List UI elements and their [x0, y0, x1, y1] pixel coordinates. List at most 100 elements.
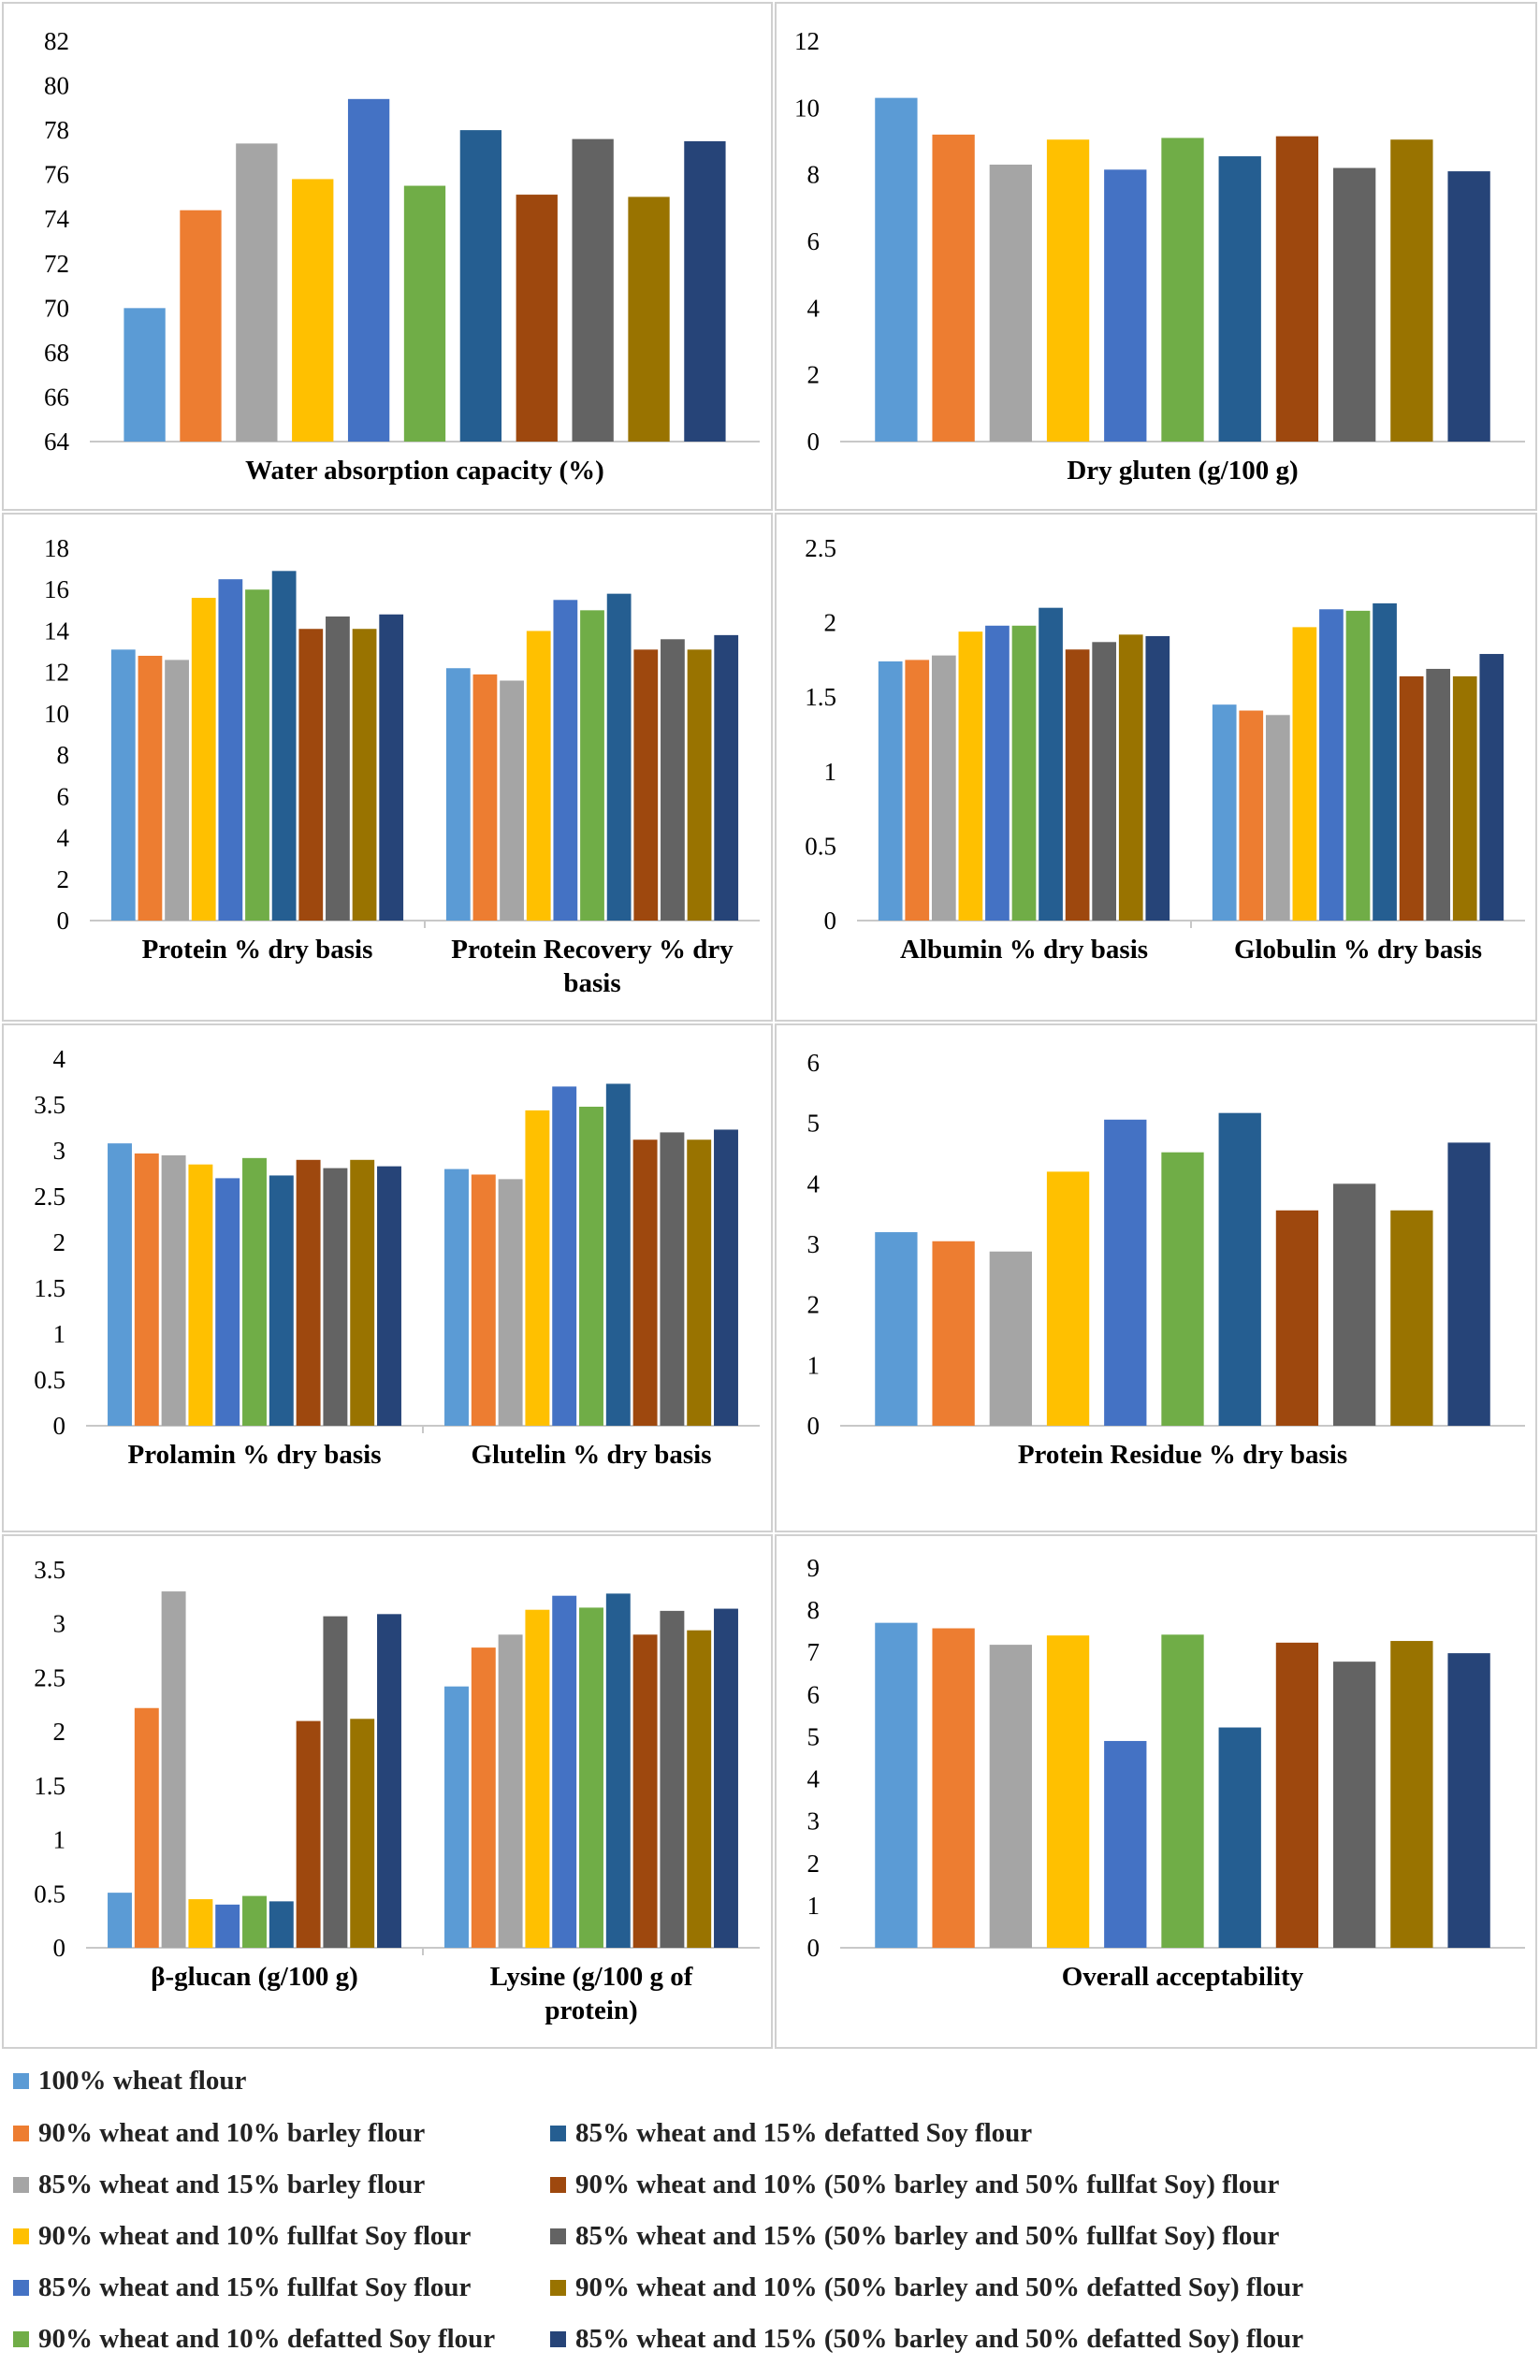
bar	[932, 1628, 975, 1948]
bar	[606, 593, 632, 921]
bar	[579, 1106, 603, 1426]
bar	[471, 1174, 496, 1426]
y-tick-label: 78	[44, 116, 69, 144]
bar	[1011, 625, 1037, 921]
category-label: Overall acceptability	[1062, 1962, 1304, 1992]
y-tick-label: 2	[807, 361, 821, 389]
bar	[269, 1901, 294, 1948]
y-tick-label: 2.5	[805, 534, 836, 562]
panel-glucan-lysine: 0 0.5 1 1.5 2 2.5 3 3.5 β-glucan (g/100 g) Lysine…	[2, 1534, 773, 2049]
category-label: Protein Residue % dry basis	[1018, 1440, 1347, 1470]
category-label: basis	[563, 968, 620, 998]
y-tick-label: 7	[807, 1638, 821, 1666]
bar	[1447, 1142, 1490, 1426]
y-tick-label: 12	[44, 659, 69, 687]
legend-item: 90% wheat and 10% (50% barley and 50% fu…	[550, 2166, 1279, 2203]
bar	[191, 598, 216, 921]
bar	[687, 1630, 712, 1948]
legend-item: 85% wheat and 15% fullfat Soy flour	[13, 2269, 471, 2306]
bar	[1275, 136, 1319, 442]
bar	[661, 639, 685, 921]
category-label: Glutelin % dry basis	[471, 1440, 711, 1470]
legend-swatch	[550, 2176, 566, 2193]
bar	[1218, 1112, 1261, 1426]
legend: 100% wheat flour 90% wheat and 10% barle…	[0, 2062, 1540, 2380]
bar	[444, 1168, 469, 1426]
y-tick-label: 6	[807, 1680, 821, 1708]
legend-label: 100% wheat flour	[38, 2065, 247, 2096]
y-tick-label: 9	[807, 1554, 821, 1582]
bar	[605, 1593, 631, 1948]
y-tick-label: 3.5	[34, 1556, 65, 1584]
bar	[498, 1179, 523, 1426]
bar	[989, 1645, 1032, 1948]
y-tick-label: 64	[44, 428, 70, 456]
bar	[138, 655, 163, 921]
bar	[108, 1143, 132, 1426]
bar	[403, 185, 446, 443]
bar	[269, 1175, 294, 1426]
y-tick-label: 82	[44, 27, 69, 55]
bar	[218, 579, 243, 921]
y-tick-label: 0	[824, 907, 837, 935]
bar	[1426, 668, 1451, 921]
bar	[1218, 156, 1261, 443]
bar	[134, 1153, 159, 1426]
bar	[459, 130, 502, 442]
bar	[1161, 1634, 1204, 1948]
bar	[165, 660, 189, 921]
bar	[1275, 1210, 1319, 1426]
legend-item: 85% wheat and 15% (50% barley and 50% de…	[550, 2320, 1303, 2358]
bar	[472, 674, 498, 921]
y-tick-label: 1	[53, 1320, 66, 1348]
bar	[1046, 1635, 1090, 1948]
legend-item: 90% wheat and 10% defatted Soy flour	[13, 2320, 495, 2358]
bar	[444, 1686, 469, 1948]
bar	[245, 589, 269, 921]
bar	[326, 616, 350, 921]
panel-albumin-globulin: 0 0.5 1 1.5 2 2.5 Albumin % dry basis Globulin …	[775, 513, 1537, 1022]
y-tick-label: 2.5	[34, 1183, 65, 1211]
bar	[471, 1647, 496, 1948]
bar	[1104, 1740, 1147, 1948]
bar	[350, 1719, 375, 1948]
y-tick-label: 8	[807, 161, 821, 189]
bar	[1118, 634, 1143, 921]
bar	[552, 1595, 577, 1948]
bar	[1092, 642, 1117, 921]
y-tick-label: 6	[57, 782, 70, 810]
y-tick-label: 1	[807, 1351, 821, 1379]
legend-label: 90% wheat and 10% defatted Soy flour	[38, 2323, 496, 2354]
y-tick-label: 6	[807, 227, 821, 255]
y-tick-label: 14	[44, 617, 70, 645]
category-label: Water absorption capacity (%)	[245, 456, 604, 486]
bar	[352, 629, 377, 921]
chart-prolamin-glutelin: 0 0.5 1 1.5 2 2.5 3 3.5 4 Prolamin % dry basis Glu…	[34, 1045, 760, 1470]
bar	[242, 1895, 267, 1948]
y-tick-label: 66	[44, 383, 69, 411]
y-tick-label: 12	[794, 27, 820, 55]
bar	[714, 634, 739, 921]
bar	[1390, 1641, 1433, 1948]
category-label: protein)	[545, 1995, 637, 2025]
panel-dry-gluten: 0 2 4 6 8 10 12 Dry gluten (g/100 g)	[775, 2, 1537, 511]
legend-item: 85% wheat and 15% (50% barley and 50% fu…	[550, 2217, 1279, 2255]
y-tick-label: 4	[807, 294, 821, 322]
bar	[1333, 1183, 1376, 1426]
legend-item: 90% wheat and 10% (50% barley and 50% de…	[550, 2269, 1303, 2306]
bar	[878, 660, 903, 921]
bar	[1447, 1653, 1490, 1948]
y-tick-label: 5	[807, 1722, 821, 1750]
y-tick-label: 0.5	[34, 1366, 65, 1394]
bar	[161, 1154, 186, 1426]
bar	[628, 196, 670, 442]
bar	[323, 1616, 348, 1948]
bar	[1452, 675, 1477, 921]
y-tick-label: 1.5	[805, 683, 836, 711]
panel-protein-residue: 0 1 2 3 4 5 6 Protein Residue % dry basis	[775, 1023, 1537, 1532]
bar	[580, 610, 604, 921]
category-label: Dry gluten (g/100 g)	[1067, 456, 1298, 486]
legend-item: 90% wheat and 10% barley flour	[13, 2114, 425, 2152]
legend-label: 85% wheat and 15% defatted Soy flour	[575, 2117, 1033, 2148]
bar	[161, 1591, 186, 1948]
